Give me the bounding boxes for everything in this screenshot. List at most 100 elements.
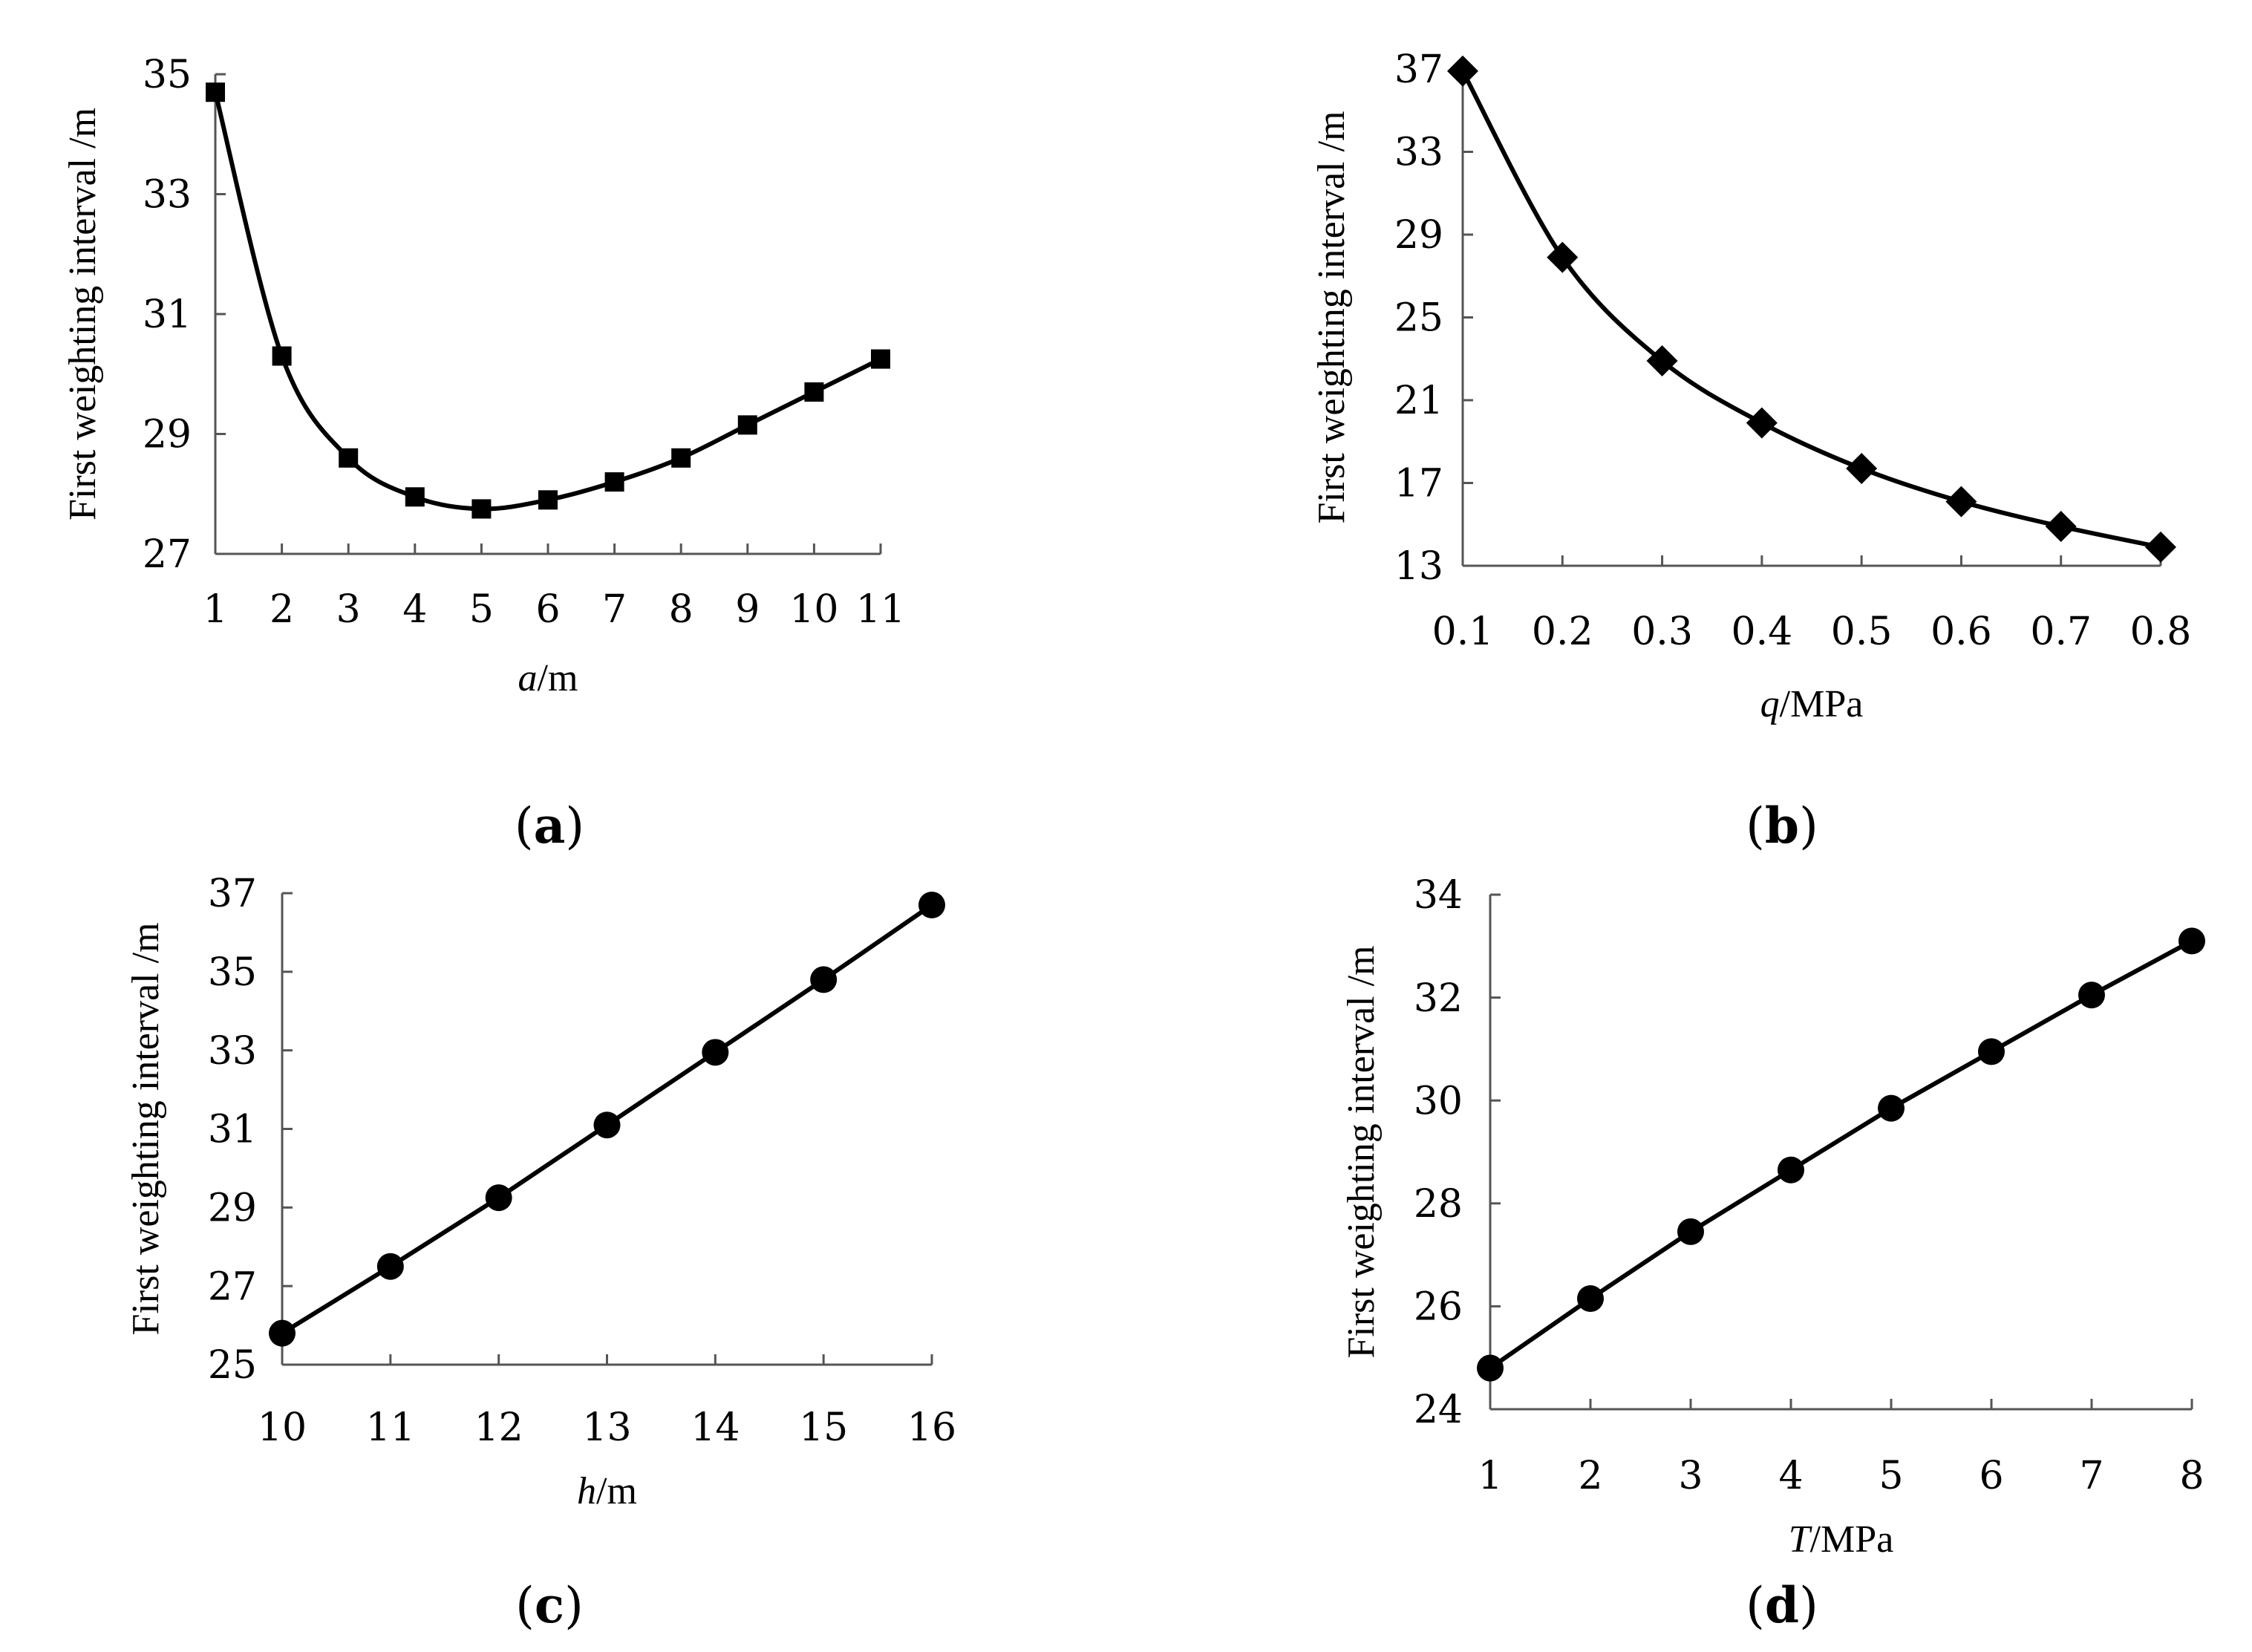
x-tick-label: 15 <box>799 1405 848 1450</box>
x-axis-unit: /m <box>596 1470 637 1512</box>
panel-label-letter: a <box>534 797 566 855</box>
x-tick-label: 10 <box>258 1405 307 1450</box>
y-tick-label: 37 <box>208 872 257 916</box>
series-line <box>1489 938 2193 1371</box>
data-point <box>1878 1094 1905 1122</box>
x-tick-label: 0.8 <box>2130 610 2192 654</box>
x-axis-variable: h <box>577 1470 596 1512</box>
y-tick-label: 31 <box>143 293 192 337</box>
data-point <box>1577 1285 1604 1313</box>
x-tick-label: 0.2 <box>1532 610 1593 654</box>
data-point <box>671 448 691 468</box>
y-axis-label: First weighting interval /m <box>1311 111 1353 523</box>
x-tick-label: 0.5 <box>1831 610 1893 654</box>
series-line <box>1460 70 2161 549</box>
x-tick-label: 7 <box>602 587 627 632</box>
x-tick-label: 11 <box>856 587 905 632</box>
data-point <box>1746 407 1778 439</box>
x-axis-variable: T <box>1789 1518 1812 1561</box>
x-tick-label: 1 <box>203 587 227 632</box>
x-axis-variable: a <box>518 657 538 699</box>
x-tick-label: 11 <box>366 1405 415 1450</box>
y-tick-label: 35 <box>208 950 257 995</box>
x-axis-label: h/m <box>577 1470 637 1512</box>
y-tick-label: 26 <box>1414 1285 1463 1330</box>
data-point <box>1547 241 1579 273</box>
data-point <box>871 349 890 369</box>
data-point <box>1978 1038 2005 1065</box>
x-tick-label: 7 <box>2079 1454 2104 1498</box>
data-point <box>810 966 838 993</box>
data-point <box>405 487 425 507</box>
panel-label-letter: c <box>535 1576 564 1634</box>
y-tick-label: 27 <box>208 1264 257 1309</box>
y-tick-label: 33 <box>208 1029 257 1074</box>
series-line <box>213 91 882 512</box>
y-tick-label: 31 <box>208 1108 257 1152</box>
panel-label: (a) <box>515 797 584 855</box>
data-point <box>1447 55 1478 87</box>
panel-label: (c) <box>515 1576 584 1634</box>
x-tick-label: 4 <box>402 587 427 632</box>
x-tick-label: 5 <box>469 587 494 632</box>
data-point <box>737 415 757 435</box>
x-axis-label: q/MPa <box>1760 683 1864 725</box>
x-tick-label: 6 <box>535 587 560 632</box>
y-tick-label: 29 <box>208 1186 257 1231</box>
y-tick-label: 28 <box>1414 1182 1463 1227</box>
data-point <box>538 490 558 510</box>
x-tick-label: 16 <box>907 1405 956 1450</box>
x-tick-label: 9 <box>735 587 760 632</box>
panel-label-close: ) <box>565 797 584 855</box>
data-point <box>471 499 492 519</box>
x-tick-label: 3 <box>336 587 361 632</box>
x-tick-label: 2 <box>1578 1454 1602 1498</box>
data-point <box>2145 531 2176 563</box>
panel-label-open: ( <box>515 1577 535 1634</box>
data-point <box>269 1319 296 1347</box>
y-axis-label: First weighting interval /m <box>125 922 167 1335</box>
x-axis-unit: /MPa <box>1810 1518 1894 1561</box>
panel-label-open: ( <box>1746 797 1765 855</box>
x-tick-label: 6 <box>1979 1454 2003 1498</box>
y-tick-label: 29 <box>1394 213 1443 258</box>
y-tick-label: 33 <box>1394 131 1443 175</box>
data-point <box>1945 486 1977 518</box>
data-point <box>1778 1156 1804 1184</box>
y-tick-label: 33 <box>143 173 192 218</box>
x-tick-label: 0.3 <box>1631 610 1693 654</box>
data-point <box>339 448 359 468</box>
x-axis-label: T/MPa <box>1789 1518 1894 1561</box>
panel-label-letter: b <box>1765 797 1799 855</box>
y-tick-label: 37 <box>1394 48 1443 92</box>
y-tick-label: 25 <box>1394 296 1443 341</box>
data-point <box>604 472 624 492</box>
data-point <box>918 891 945 918</box>
x-tick-label: 14 <box>691 1405 740 1450</box>
y-tick-label: 21 <box>1394 379 1443 423</box>
y-tick-label: 17 <box>1394 462 1443 506</box>
x-tick-label: 12 <box>474 1405 523 1450</box>
y-tick-label: 30 <box>1414 1079 1463 1123</box>
x-axis-variable: q <box>1760 683 1780 725</box>
chart-panel-a: 27 29 31 33 35 1 2 3 4 5 6 7 8 9 10 11 a/m First weightin… <box>62 53 905 855</box>
panel-label-letter: d <box>1765 1576 1799 1634</box>
y-axis-label: First weighting interval /m <box>62 108 104 520</box>
data-point <box>1477 1354 1504 1382</box>
panel-label: (b) <box>1746 797 1818 855</box>
data-point <box>804 382 824 402</box>
panel-label-open: ( <box>515 797 534 855</box>
chart-panel-b: 13 17 21 25 29 33 37 0.1 0.2 0.3 0.4 0.5 0.6 0.7 0.8 q/… <box>1311 48 2191 855</box>
data-point <box>1646 345 1678 377</box>
x-axis-unit: /MPa <box>1780 683 1864 725</box>
panel-label-close: ) <box>564 1577 584 1634</box>
x-tick-label: 0.7 <box>2030 610 2092 654</box>
x-tick-label: 8 <box>669 587 693 632</box>
data-point <box>206 82 225 102</box>
y-tick-label: 32 <box>1414 976 1463 1021</box>
x-tick-label: 4 <box>1778 1454 1803 1498</box>
x-tick-label: 1 <box>1478 1454 1502 1498</box>
y-tick-label: 27 <box>143 532 192 577</box>
